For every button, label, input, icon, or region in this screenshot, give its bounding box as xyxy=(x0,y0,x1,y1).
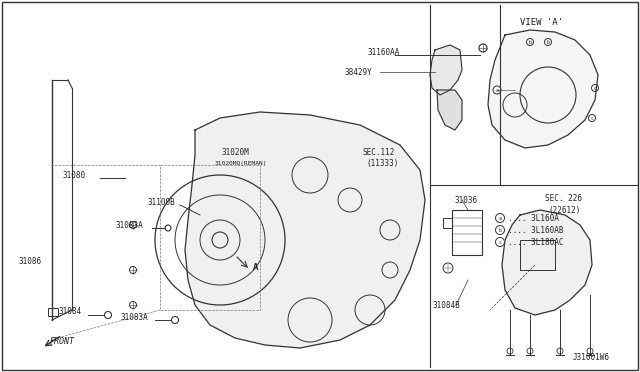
Bar xyxy=(443,218,452,228)
Polygon shape xyxy=(185,112,425,348)
Polygon shape xyxy=(488,30,598,148)
Text: 38429Y: 38429Y xyxy=(345,67,372,77)
Text: 31083A: 31083A xyxy=(120,312,148,321)
Text: A: A xyxy=(253,263,259,273)
Text: SEC. 226: SEC. 226 xyxy=(545,193,582,202)
Text: b: b xyxy=(529,39,531,45)
Polygon shape xyxy=(430,45,462,95)
Text: (11333): (11333) xyxy=(366,158,398,167)
Text: 31086: 31086 xyxy=(18,257,41,266)
Text: b: b xyxy=(547,39,549,45)
Text: 31100B: 31100B xyxy=(148,198,176,206)
Bar xyxy=(520,240,555,270)
Text: SEC.112: SEC.112 xyxy=(363,148,396,157)
Text: 31036: 31036 xyxy=(455,196,478,205)
Text: a: a xyxy=(495,87,499,93)
Text: 31080: 31080 xyxy=(62,170,85,180)
Text: a: a xyxy=(499,215,501,221)
Text: .... 3L180AC: .... 3L180AC xyxy=(508,237,563,247)
Text: .... 3L160A: .... 3L160A xyxy=(508,214,559,222)
Text: c: c xyxy=(591,115,593,121)
Polygon shape xyxy=(502,210,592,315)
Bar xyxy=(452,210,482,255)
Text: 31020MQ(REMAN): 31020MQ(REMAN) xyxy=(215,160,268,166)
Text: c: c xyxy=(499,240,501,244)
Bar xyxy=(48,308,58,316)
Text: .... 3L160AB: .... 3L160AB xyxy=(508,225,563,234)
Text: 31084: 31084 xyxy=(58,308,81,317)
Text: b: b xyxy=(499,228,501,232)
Text: c: c xyxy=(593,86,596,90)
Text: J31001W6: J31001W6 xyxy=(573,353,610,362)
Text: 31160AA: 31160AA xyxy=(368,48,401,57)
Text: 31084B: 31084B xyxy=(433,301,461,310)
Text: 31020M: 31020M xyxy=(222,148,250,157)
Text: FRONT: FRONT xyxy=(50,337,75,346)
Text: VIEW 'A': VIEW 'A' xyxy=(520,17,563,26)
Text: (22612): (22612) xyxy=(548,205,580,215)
Text: 31083A: 31083A xyxy=(115,221,143,230)
Polygon shape xyxy=(437,90,462,130)
